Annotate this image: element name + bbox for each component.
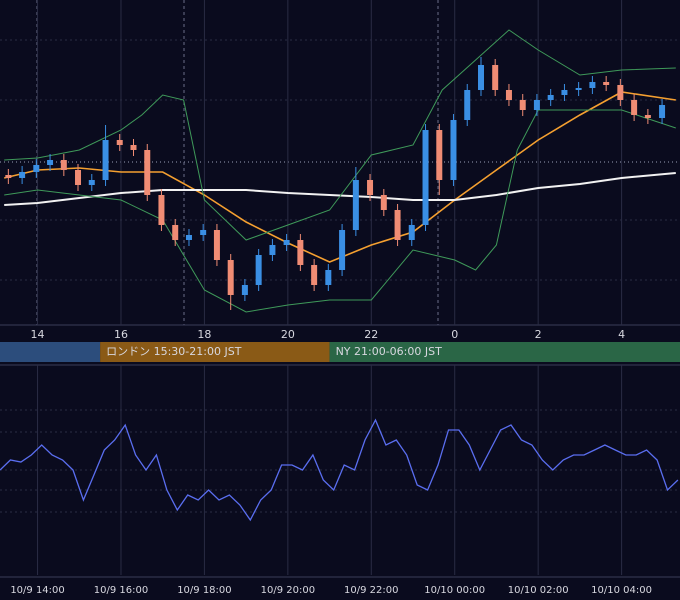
static-grid <box>0 0 680 578</box>
candle-body <box>116 140 123 145</box>
session-band <box>100 342 330 362</box>
candle-body <box>352 180 359 230</box>
x-tick-label: 18 <box>197 328 211 341</box>
candle-body <box>311 265 318 285</box>
candle-body <box>464 90 471 120</box>
candle-body <box>283 240 290 245</box>
candle-body <box>325 270 332 285</box>
candle-body <box>659 105 666 118</box>
x-tick-label: 10/10 02:00 <box>508 585 569 596</box>
session-label: NY 21:00-06:00 JST <box>336 345 443 358</box>
candle-body <box>450 120 457 180</box>
candle-body <box>505 90 512 100</box>
x-tick-label: 10/9 20:00 <box>261 585 315 596</box>
indicator-line <box>4 172 676 206</box>
candle-body <box>158 195 165 225</box>
candle-body <box>102 140 109 180</box>
candle-body <box>603 82 610 85</box>
x-tick-label: 22 <box>364 328 378 341</box>
candle-body <box>339 230 346 270</box>
candle-body <box>492 65 499 90</box>
candle-body <box>269 245 276 255</box>
session-label: ロンドン 15:30-21:00 JST <box>106 345 242 358</box>
candle-body <box>533 100 540 110</box>
candle-body <box>519 100 526 110</box>
candle-body <box>589 82 596 88</box>
candle-body <box>88 180 95 185</box>
x-tick-label: 16 <box>114 328 128 341</box>
x-tick-label: 14 <box>31 328 45 341</box>
candle-body <box>367 180 374 195</box>
oscillator-line <box>0 418 679 522</box>
candle-body <box>33 165 40 172</box>
candle-body <box>422 130 429 225</box>
x-tick-label: 10/10 00:00 <box>424 585 485 596</box>
candle-body <box>394 210 401 240</box>
x-tick-label: 10/9 14:00 <box>10 585 64 596</box>
candle-body <box>297 240 304 265</box>
x-tick-label: 10/9 18:00 <box>177 585 231 596</box>
candle-body <box>60 160 67 170</box>
x-tick-label: 2 <box>535 328 542 341</box>
x-tick-label: 0 <box>451 328 458 341</box>
x-tick-label: 10/9 16:00 <box>94 585 148 596</box>
candle-body <box>213 230 220 260</box>
candle-body <box>617 85 624 100</box>
candle-body <box>380 195 387 210</box>
candle-body <box>631 100 638 115</box>
candle-body <box>144 150 151 195</box>
candle-body <box>478 65 485 90</box>
candle-body <box>130 145 137 150</box>
candle-body <box>47 160 54 165</box>
candle-body <box>408 225 415 240</box>
candle-body <box>241 285 248 295</box>
candle-body <box>227 260 234 295</box>
candle-body <box>575 88 582 90</box>
session-band <box>0 342 101 362</box>
candle-body <box>436 130 443 180</box>
x-tick-label: 10/10 04:00 <box>591 585 652 596</box>
candle-body <box>19 172 26 178</box>
candle-body <box>200 230 207 235</box>
candle-body <box>255 255 262 285</box>
indicator-line <box>4 29 676 241</box>
candle-body <box>547 95 554 100</box>
x-tick-label: 20 <box>281 328 295 341</box>
candle-body <box>5 175 12 178</box>
candle-body <box>561 90 568 95</box>
candle-body <box>644 115 651 118</box>
x-tick-label: 4 <box>618 328 625 341</box>
candle-body <box>75 170 82 185</box>
session-band <box>329 342 680 362</box>
candle-body <box>185 235 192 240</box>
candle-body <box>172 225 179 240</box>
x-tick-label: 10/9 22:00 <box>344 585 398 596</box>
